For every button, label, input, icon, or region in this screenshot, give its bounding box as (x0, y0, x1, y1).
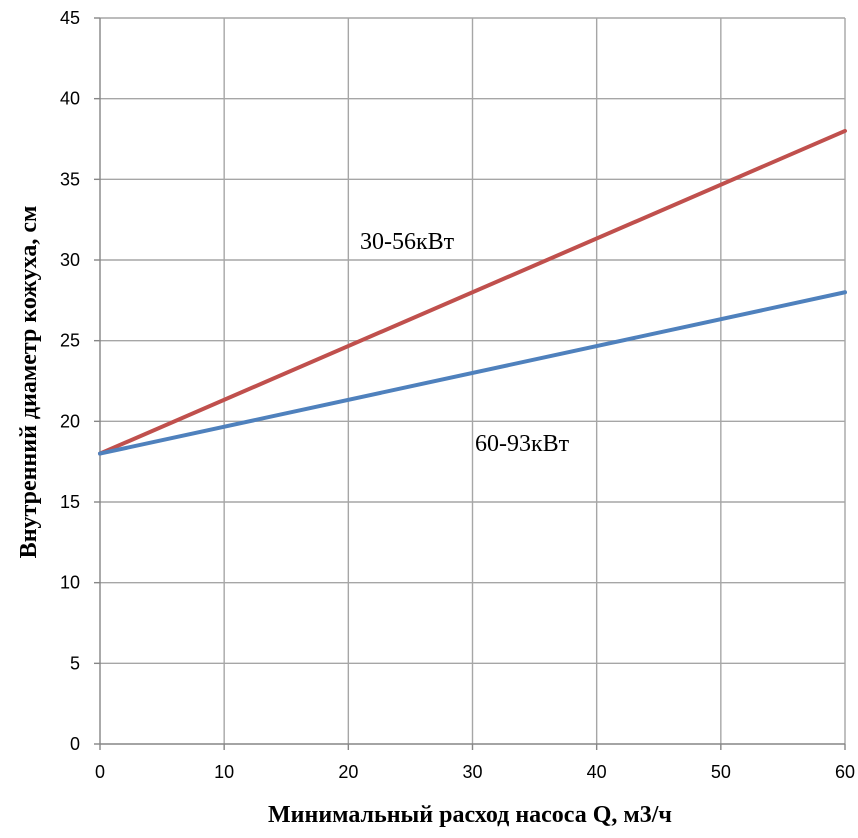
y-tick-label: 20 (60, 411, 80, 431)
x-axis-title: Минимальный расход насоса Q, м3/ч (268, 802, 672, 828)
x-tick-label: 30 (462, 762, 482, 782)
y-tick-label: 35 (60, 169, 80, 189)
y-tick-label: 5 (70, 653, 80, 673)
y-tick-label: 40 (60, 89, 80, 109)
grid (100, 17, 846, 744)
x-tick-label: 0 (95, 762, 105, 782)
y-axis-title: Внутренний диаметр кожуха, см (16, 206, 42, 559)
y-tick-label: 45 (60, 8, 80, 28)
x-tick-label: 20 (338, 762, 358, 782)
x-tick-label: 60 (835, 762, 855, 782)
x-tick-label: 40 (587, 762, 607, 782)
series-line-2 (98, 290, 847, 456)
y-tick-labels: 0 5 10 15 20 25 30 35 40 45 (60, 8, 80, 754)
x-tick-label: 50 (711, 762, 731, 782)
y-tick-label: 25 (60, 331, 80, 351)
series-label-60-93: 60-93кВт (475, 431, 570, 457)
y-tick-label: 0 (70, 734, 80, 754)
axes (94, 17, 846, 750)
x-tick-labels: 0 10 20 30 40 50 60 (95, 762, 855, 782)
series-label-30-56: 30-56кВт (360, 229, 455, 255)
series-lines (98, 128, 847, 456)
y-tick-label: 15 (60, 492, 80, 512)
y-tick-label: 10 (60, 573, 80, 593)
x-tick-label: 10 (214, 762, 234, 782)
y-tick-label: 30 (60, 250, 80, 270)
series-line-1 (98, 128, 847, 456)
